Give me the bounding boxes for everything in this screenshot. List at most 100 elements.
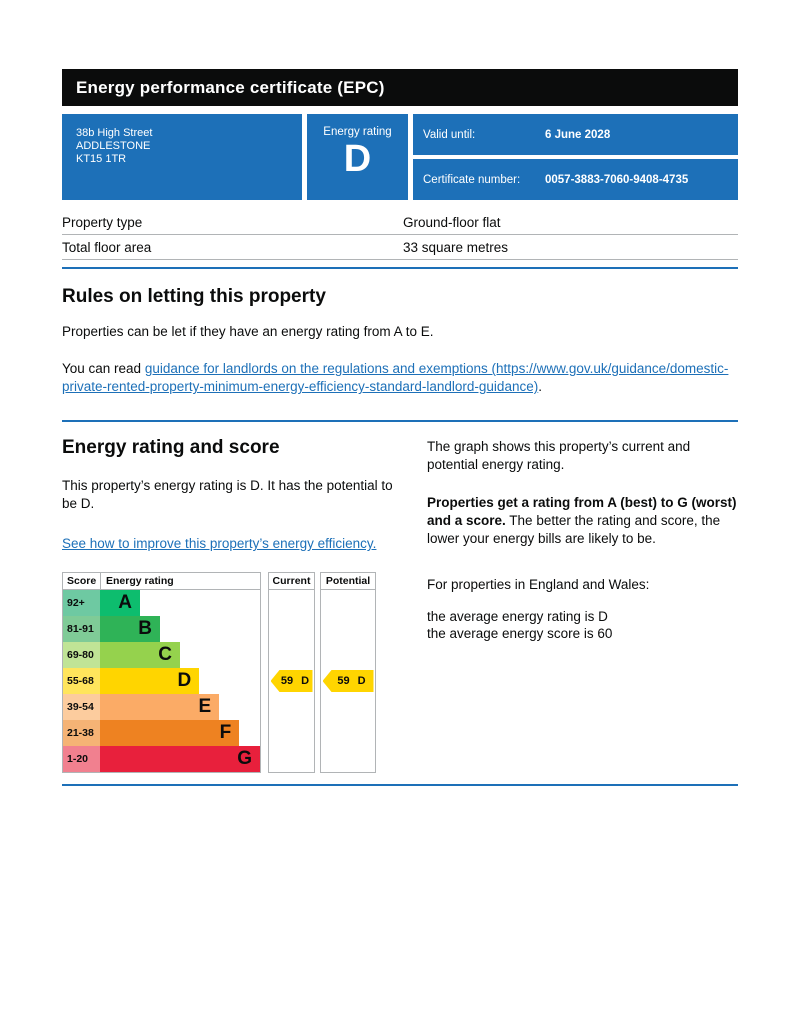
band-score-range: 92+ [63, 590, 100, 616]
rating-slot [269, 616, 314, 642]
band-bar-area: C [100, 642, 260, 668]
band-bar-e: E [100, 694, 220, 720]
improve-efficiency-link[interactable]: See how to improve this property’s energ… [62, 536, 377, 551]
table-row: Property type Ground-floor flat [62, 210, 738, 235]
section-divider [62, 784, 738, 786]
rules-guidance-paragraph: You can read guidance for landlords on t… [62, 360, 738, 396]
energy-rating-value: D [343, 138, 372, 180]
epc-bands-header: Score Energy rating [63, 573, 260, 590]
valid-until-label: Valid until: [423, 128, 476, 141]
band-score-range: 21-38 [63, 720, 100, 746]
rules-heading: Rules on letting this property [62, 286, 326, 307]
landlord-guidance-link[interactable]: guidance for landlords on the regulation… [62, 361, 729, 394]
epc-band-row-g: 1-20 G [63, 746, 260, 772]
potential-column-body: 59 D [321, 590, 375, 772]
epc-band-rows: 92+ A 81-91 B 69-80 C 55-68 D 39-54 E 21-38 F 1-20 G [63, 590, 260, 772]
epc-band-row-b: 81-91 B [63, 616, 260, 642]
rating-slot [269, 694, 314, 720]
epc-band-row-e: 39-54 E [63, 694, 260, 720]
certificate-number-row: Certificate number: 0057-3883-7060-9408-… [413, 159, 738, 200]
current-rating-column: Current 59 D [268, 572, 315, 773]
property-type-value: Ground-floor flat [403, 215, 501, 230]
band-score-range: 69-80 [63, 642, 100, 668]
band-score-range: 1-20 [63, 746, 100, 772]
rating-heading: Energy rating and score [62, 437, 280, 458]
rating-slot [269, 590, 314, 616]
potential-rating-column: Potential 59 D [320, 572, 376, 773]
band-score-range: 81-91 [63, 616, 100, 642]
address-line-3: KT15 1TR [76, 153, 127, 165]
national-averages: the average energy rating is D the avera… [427, 608, 738, 642]
rating-explanation-bold: Properties get a rating from A (best) to… [427, 495, 737, 528]
section-divider [62, 267, 738, 269]
current-column-body: 59 D [269, 590, 314, 772]
section-divider [62, 420, 738, 422]
property-address: 38b High Street ADDLESTONE KT15 1TR [62, 114, 302, 200]
potential-column-header: Potential [321, 573, 375, 590]
band-bar-area: B [100, 616, 260, 642]
epc-band-row-f: 21-38 F [63, 720, 260, 746]
band-bar-area: F [100, 720, 260, 746]
certificate-validity: Valid until: 6 June 2028 Certificate num… [413, 114, 738, 200]
current-column-header: Current [269, 573, 314, 590]
energy-rating-section: Energy rating and score This property’s … [62, 437, 738, 773]
rating-slot [269, 746, 314, 772]
rules-paragraph: Properties can be let if they have an en… [62, 324, 434, 339]
certificate-summary-panel: 38b High Street ADDLESTONE KT15 1TR Ener… [62, 114, 738, 200]
average-rating-line: the average energy rating is D [427, 609, 608, 624]
address-line-2: ADDLESTONE [76, 140, 151, 152]
rating-slot: 59 D [269, 668, 314, 694]
property-details-table: Property type Ground-floor flat Total fl… [62, 210, 738, 260]
rating-intro-text: This property’s energy rating is D. It h… [62, 478, 393, 511]
graph-intro-text: The graph shows this property’s current … [427, 439, 691, 472]
rating-left-column: Energy rating and score This property’s … [62, 437, 427, 773]
rating-slot [269, 720, 314, 746]
rating-explanation-rest: The better the rating and score, the low… [427, 513, 721, 546]
rating-slot [321, 590, 375, 616]
epc-bands-table: Score Energy rating 92+ A 81-91 B 69-80 C 55-6… [62, 572, 261, 773]
valid-until-row: Valid until: 6 June 2028 [413, 114, 738, 155]
band-bar-f: F [100, 720, 240, 746]
epc-band-row-d: 55-68 D [63, 668, 260, 694]
certificate-number-label: Certificate number: [423, 173, 521, 186]
energy-rating-badge: Energy rating D [307, 114, 408, 200]
band-bar-g: G [100, 746, 260, 772]
guidance-text-prefix: You can read [62, 361, 145, 376]
band-bar-area: A [100, 590, 260, 616]
page-title: Energy performance certificate (EPC) [62, 69, 738, 106]
epc-band-row-c: 69-80 C [63, 642, 260, 668]
potential-rating-arrow: 59 D [322, 670, 374, 692]
band-bar-d: D [100, 668, 200, 694]
valid-until-value: 6 June 2028 [545, 128, 611, 141]
rating-slot [321, 694, 375, 720]
epc-rating-graph: Score Energy rating 92+ A 81-91 B 69-80 C 55-6… [62, 572, 427, 773]
rating-right-column: The graph shows this property’s current … [427, 437, 738, 773]
band-bar-area: E [100, 694, 260, 720]
rating-slot: 59 D [321, 668, 375, 694]
band-bar-c: C [100, 642, 180, 668]
epc-band-row-a: 92+ A [63, 590, 260, 616]
rating-slot [269, 642, 314, 668]
band-bar-area: D [100, 668, 260, 694]
address-line-1: 38b High Street [76, 127, 153, 139]
band-bar-area: G [100, 746, 260, 772]
rating-slot [321, 720, 375, 746]
score-column-header: Score [67, 575, 97, 587]
average-score-line: the average energy score is 60 [427, 626, 613, 641]
rating-slot [321, 746, 375, 772]
epc-document: Energy performance certificate (EPC) 38b… [62, 0, 738, 786]
certificate-number-value: 0057-3883-7060-9408-4735 [545, 173, 689, 186]
floor-area-value: 33 square metres [403, 240, 509, 255]
band-bar-a: A [100, 590, 140, 616]
property-type-label: Property type [62, 215, 143, 230]
rating-slot [321, 616, 375, 642]
band-score-range: 55-68 [63, 668, 100, 694]
guidance-text-suffix: . [538, 379, 542, 394]
energy-rating-column-header: Energy rating [100, 573, 260, 589]
england-wales-text: For properties in England and Wales: [427, 577, 650, 592]
rating-slot [321, 642, 375, 668]
band-score-range: 39-54 [63, 694, 100, 720]
energy-rating-label: Energy rating [323, 126, 392, 138]
current-rating-arrow: 59 D [270, 670, 313, 692]
band-bar-b: B [100, 616, 160, 642]
